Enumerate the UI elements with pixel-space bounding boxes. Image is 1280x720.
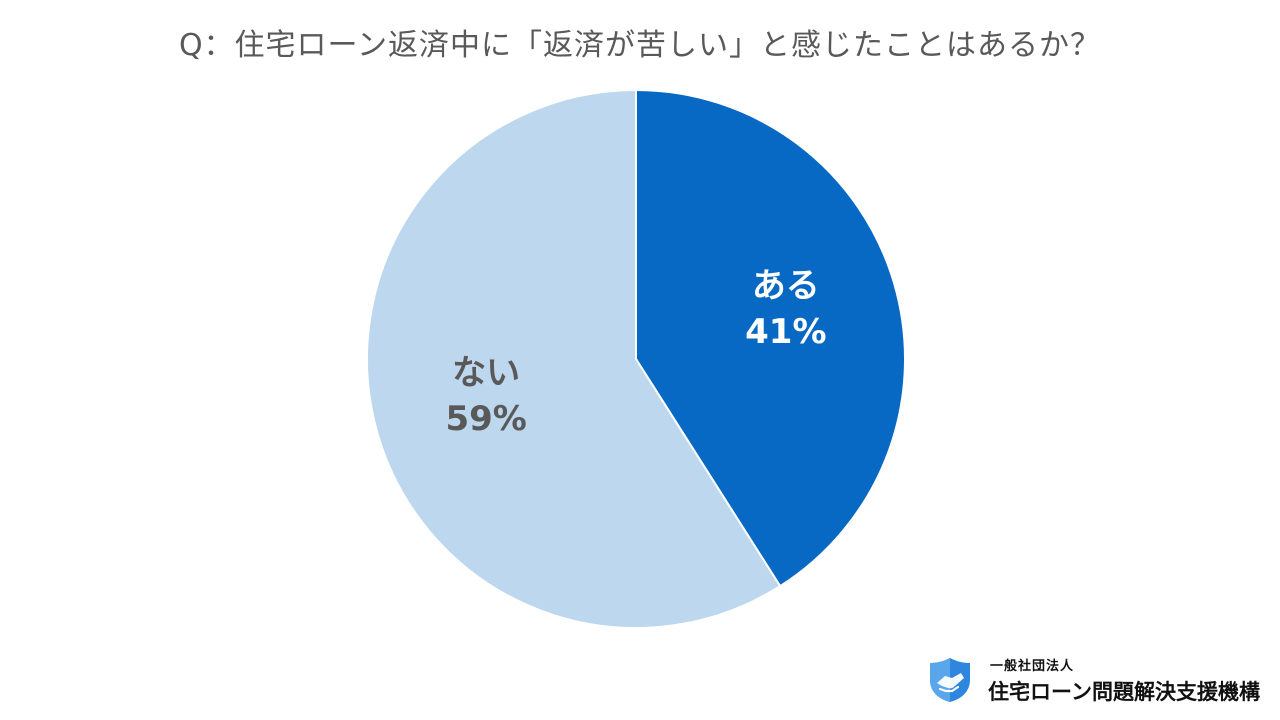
pie-slice-1: [366, 88, 782, 629]
slice-value-1: 59%: [445, 399, 526, 439]
org-type: 一般社団法人: [990, 659, 1075, 674]
slice-label-1: ない: [452, 353, 520, 393]
pie-slice-0: [635, 88, 906, 588]
org-name: 住宅ローン問題解決支援機構: [988, 680, 1260, 704]
slice-value-0: 41%: [745, 312, 826, 352]
slice-label-0: ある: [752, 266, 820, 306]
handshake-shield-icon: [930, 658, 970, 702]
chart-title: Q：住宅ローン返済中に「返済が苦しい」と感じたことはあるか？: [178, 28, 1102, 63]
